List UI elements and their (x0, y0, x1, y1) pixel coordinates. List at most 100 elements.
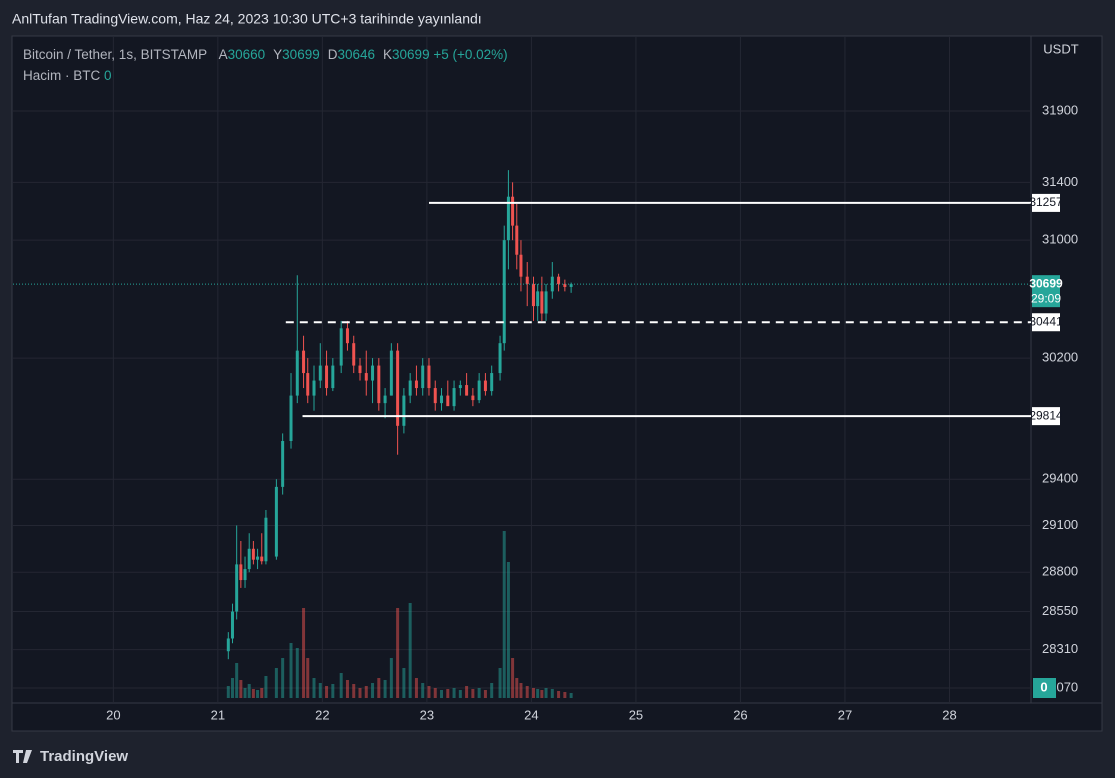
volume-bar (247, 684, 251, 698)
candle-body (414, 380, 418, 389)
candle-body (557, 276, 561, 285)
volume-bar (557, 691, 561, 698)
candle-body (498, 343, 502, 374)
ohlc: A30660 Y30699 D30646 K30699 (211, 47, 430, 62)
candle-body (540, 291, 544, 314)
level-box (1032, 407, 1060, 426)
volume-bar (511, 658, 515, 698)
volume-bar (421, 683, 425, 698)
volume-bar (569, 693, 573, 698)
volume-bar (550, 689, 554, 698)
candle-body (383, 395, 387, 404)
candle-body (256, 556, 260, 560)
volume-bar (446, 689, 450, 698)
volume-bar (389, 658, 393, 698)
x-tick-label: 24 (524, 707, 538, 722)
volume-value: 0 (104, 68, 112, 83)
volume-bar (525, 686, 529, 698)
candle-body (433, 388, 437, 404)
volume-bar (540, 690, 544, 698)
y-tick-label: 28310 (1042, 641, 1078, 656)
volume-row: Hacim · BTC 0 (23, 65, 508, 86)
volume-bar (312, 678, 316, 698)
ohlc-value: 30699 (282, 47, 320, 62)
volume-bar (364, 686, 368, 698)
candle-body (306, 373, 310, 396)
x-tick-label: 20 (106, 707, 120, 722)
volume-bar (345, 680, 349, 698)
volume-bar (289, 643, 293, 698)
candle-body (331, 365, 335, 389)
ohlc-value: 30646 (337, 47, 376, 62)
volume-bar (302, 608, 306, 698)
volume-bar (502, 531, 506, 698)
candle-body (352, 343, 356, 366)
candle-body (281, 441, 285, 487)
x-tick-label: 21 (211, 707, 225, 722)
candle-body (536, 291, 540, 307)
legend-row: Bitcoin / Tether, 1s, BITSTAMP A30660 Y30… (23, 44, 508, 65)
candle-body (295, 350, 299, 396)
x-tick-label: 27 (838, 707, 852, 722)
last-price-box (1032, 275, 1060, 308)
volume-bar (318, 683, 322, 698)
candle-body (515, 225, 519, 255)
volume-bar (427, 686, 431, 698)
x-tick-label: 28 (942, 707, 956, 722)
level-box (1032, 193, 1060, 212)
y-tick-label: 28550 (1042, 603, 1078, 618)
candle-body (358, 365, 362, 374)
y-tick-label: 30200 (1042, 350, 1078, 365)
publish-title: AnlTufan TradingView.com, Haz 24, 2023 1… (12, 11, 482, 27)
candle-body (569, 284, 573, 287)
volume-bar (239, 680, 243, 698)
volume-bar (230, 678, 234, 698)
ohlc-value: 30660 (227, 47, 266, 62)
volume-bar (563, 692, 567, 698)
volume-bar (440, 690, 444, 698)
ohlc-label: K (383, 47, 393, 62)
volume-bar (306, 658, 310, 698)
volume-bar (452, 688, 456, 698)
candle-body (421, 365, 425, 389)
candle-body (364, 373, 368, 381)
candle-body (511, 196, 515, 226)
candle-body (427, 365, 431, 389)
candle-body (312, 380, 316, 396)
volume-bar (256, 690, 260, 698)
y-tick-label: 29100 (1042, 517, 1078, 532)
x-tick-label: 23 (420, 707, 434, 722)
volume-bar (358, 688, 362, 698)
candle-body (452, 388, 456, 407)
x-tick-label: 26 (733, 707, 747, 722)
ohlc-label: A (218, 47, 228, 62)
candle-body (471, 395, 475, 401)
volume-bar (383, 680, 387, 698)
candle-body (230, 611, 234, 639)
candle-body (502, 240, 506, 344)
y-tick-label: 28800 (1042, 564, 1078, 579)
volume-label: Hacim · BTC (23, 68, 101, 83)
last-price-label: 30699 (1029, 276, 1063, 290)
volume-bar (458, 690, 462, 698)
volume-bar (352, 684, 356, 698)
volume-bar (281, 658, 285, 698)
candle-body (477, 380, 481, 401)
candle-body (483, 380, 487, 392)
chart-pane (11, 35, 1103, 732)
candle-body (339, 328, 343, 366)
candle-body (465, 385, 469, 396)
candle-body (458, 385, 462, 389)
y-tick-label: 29400 (1042, 471, 1078, 486)
volume-bar (531, 688, 535, 698)
level-box (1032, 313, 1060, 332)
x-tick-label: 25 (629, 707, 643, 722)
x-tick-label: 22 (315, 707, 329, 722)
volume-bar (536, 689, 540, 698)
volume-bar (243, 688, 247, 698)
candle-body (550, 276, 554, 292)
candle-body (402, 395, 406, 426)
volume-bar (498, 668, 502, 698)
volume-bar (295, 648, 299, 698)
